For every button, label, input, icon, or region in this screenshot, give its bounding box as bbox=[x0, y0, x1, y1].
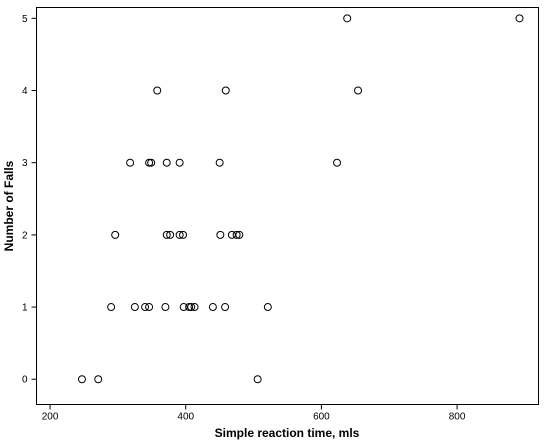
x-tick-label: 600 bbox=[313, 412, 330, 423]
data-point bbox=[515, 14, 524, 23]
x-tick-label: 400 bbox=[177, 412, 194, 423]
data-point bbox=[216, 230, 225, 239]
data-point bbox=[153, 86, 162, 95]
y-tick-label: 1 bbox=[22, 303, 28, 314]
data-point bbox=[215, 158, 224, 167]
data-point bbox=[187, 303, 196, 312]
data-point bbox=[253, 375, 262, 384]
data-point bbox=[111, 230, 120, 239]
y-tick-label: 3 bbox=[22, 158, 28, 169]
data-point bbox=[77, 375, 86, 384]
data-point bbox=[107, 303, 116, 312]
data-point bbox=[161, 303, 170, 312]
data-point bbox=[221, 86, 230, 95]
data-point bbox=[175, 230, 184, 239]
data-point bbox=[354, 86, 363, 95]
data-point bbox=[162, 158, 171, 167]
y-tick-label: 5 bbox=[22, 14, 28, 25]
data-point bbox=[141, 303, 150, 312]
y-tick-label: 2 bbox=[22, 230, 28, 241]
data-point bbox=[94, 375, 103, 384]
data-point bbox=[208, 303, 217, 312]
data-point bbox=[221, 303, 230, 312]
y-axis: 0 1 2 3 4 5 bbox=[22, 14, 37, 386]
data-points bbox=[77, 14, 524, 384]
data-point bbox=[263, 303, 272, 312]
data-point bbox=[166, 230, 175, 239]
data-point bbox=[333, 158, 342, 167]
data-point bbox=[145, 158, 154, 167]
plot-area bbox=[36, 7, 539, 405]
data-point bbox=[235, 230, 244, 239]
data-point bbox=[185, 303, 194, 312]
data-point bbox=[190, 303, 199, 312]
data-point bbox=[130, 303, 139, 312]
y-tick-label: 4 bbox=[22, 86, 28, 97]
data-point bbox=[175, 158, 184, 167]
y-tick-label: 0 bbox=[22, 375, 28, 386]
data-point bbox=[179, 230, 188, 239]
data-point bbox=[147, 158, 156, 167]
data-point bbox=[126, 158, 135, 167]
y-axis-title: Number of Falls bbox=[2, 160, 16, 251]
x-tick-label: 800 bbox=[449, 412, 466, 423]
data-point bbox=[232, 230, 241, 239]
data-point bbox=[162, 230, 171, 239]
data-point bbox=[343, 14, 352, 23]
x-tick-label: 200 bbox=[42, 412, 59, 423]
data-point bbox=[145, 303, 154, 312]
x-axis: 200 400 600 800 bbox=[42, 404, 466, 423]
x-axis-title: Simple reaction time, mls bbox=[215, 426, 360, 440]
